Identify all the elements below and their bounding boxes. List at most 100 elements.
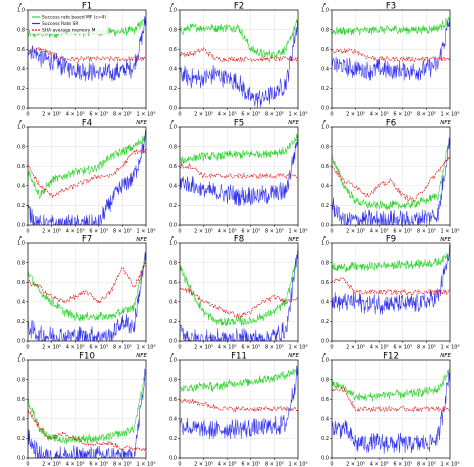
y-tick-label: 0.8 (17, 377, 25, 383)
panel-f8: F8 0.0 0.2 0.4 0.6 0.8 1.0 0 2 × 10⁵ 4 × 10⁵ 6 × 1… (169, 235, 307, 360)
series-line-2 (28, 252, 146, 341)
series-line-1 (180, 366, 298, 393)
y-tick-label: 0.2 (17, 86, 25, 92)
y-tick-label: 0.6 (17, 280, 25, 286)
panel-title: F6 (386, 119, 396, 129)
x-tick-label: 0 (26, 229, 29, 235)
x-tick-label: 2 × 10⁵ (42, 112, 61, 118)
x-tick-label: 0 (178, 345, 181, 351)
x-tick-label: 6 × 10⁵ (393, 345, 412, 351)
legend-box (29, 11, 109, 35)
series-line-3 (28, 408, 146, 452)
y-axis-label: F (323, 3, 327, 9)
y-tick-label: 0.2 (169, 436, 177, 442)
axes-frame (331, 126, 451, 226)
x-tick-label: 4 × 10⁵ (218, 112, 237, 118)
axes-frame (331, 242, 451, 342)
x-tick-label: 0 (26, 112, 29, 118)
x-tick-label: 2 × 10⁵ (346, 462, 365, 467)
x-tick-label: 2 × 10⁵ (194, 112, 213, 118)
y-tick-label: 0.4 (169, 67, 177, 73)
series-line-1 (28, 135, 146, 200)
axes-frame (27, 359, 147, 459)
y-tick-label: 1.0 (17, 358, 25, 364)
y-tick-label: 0.8 (321, 27, 329, 33)
panel-title: F5 (234, 119, 244, 129)
y-tick-label: 0.2 (321, 203, 329, 209)
x-tick-label: 0 (178, 112, 181, 118)
legend: Success rate based MF (c=4)Success Rate … (29, 11, 109, 35)
y-axis-label: F (171, 236, 175, 242)
x-tick-label: 8 × 10⁵ (113, 462, 132, 467)
y-axis-label: F (171, 353, 175, 359)
y-axis-label: F (19, 353, 23, 359)
y-tick-label: 0.8 (169, 377, 177, 383)
series-line-2 (180, 132, 298, 207)
x-tick-label: 6 × 10⁵ (89, 462, 108, 467)
x-tick-label: 8 × 10⁵ (417, 462, 436, 467)
y-axis-label: F (171, 120, 175, 126)
y-tick-label: 0.0 (17, 223, 25, 229)
y-tick-label: 0.6 (17, 397, 25, 403)
x-tick-label: 1 × 10⁶ (137, 462, 156, 467)
x-tick-label: 2 × 10⁵ (346, 229, 365, 235)
x-tick-label: 8 × 10⁵ (265, 345, 284, 351)
series-line-1 (332, 138, 450, 211)
y-tick-label: 0.0 (17, 456, 25, 462)
y-tick-label: 0.4 (321, 67, 329, 73)
x-tick-label: 2 × 10⁵ (194, 345, 213, 351)
y-tick-label: 0.2 (321, 86, 329, 92)
y-tick-label: 0.2 (17, 436, 25, 442)
y-tick-label: 0.6 (321, 280, 329, 286)
series-line-2 (332, 244, 450, 315)
x-axis-label: NFE (288, 120, 299, 126)
y-tick-label: 0.0 (169, 339, 177, 345)
y-tick-label: 1.0 (321, 358, 329, 364)
x-tick-label: 0 (330, 112, 333, 118)
x-tick-label: 6 × 10⁵ (241, 229, 260, 235)
axes-frame (27, 9, 147, 109)
x-tick-label: 2 × 10⁵ (42, 462, 61, 467)
x-tick-label: 6 × 10⁵ (393, 229, 412, 235)
series-line-1 (332, 16, 450, 36)
x-axis-label: NFE (440, 237, 451, 243)
x-tick-label: 8 × 10⁵ (113, 345, 132, 351)
x-tick-label: 1 × 10⁶ (289, 462, 308, 467)
x-tick-label: 0 (26, 345, 29, 351)
y-tick-label: 0.4 (321, 300, 329, 306)
x-tick-label: 6 × 10⁵ (393, 112, 412, 118)
axes-frame (27, 242, 147, 342)
y-axis-label: F (323, 236, 327, 242)
y-tick-label: 0.0 (169, 223, 177, 229)
x-tick-label: 8 × 10⁵ (417, 112, 436, 118)
x-axis-label: NFE (288, 237, 299, 243)
x-axis-label: NFE (440, 353, 451, 359)
y-tick-label: 0.4 (321, 417, 329, 423)
x-axis-label: NFE (136, 237, 147, 243)
panel-f4: F40.00.20.40.60.81.00 2 × 10⁵ 4 × 10⁵ 6 × 1… (17, 119, 155, 244)
panel-title: F12 (383, 352, 399, 362)
y-tick-label: 1.0 (321, 241, 329, 247)
x-axis-label: NFE (136, 353, 147, 359)
y-tick-label: 0.8 (17, 144, 25, 150)
axes-frame (331, 9, 451, 109)
x-tick-label: 2 × 10⁵ (346, 112, 365, 118)
y-tick-label: 0.4 (321, 184, 329, 190)
y-tick-label: 0.8 (321, 377, 329, 383)
x-tick-label: 4 × 10⁵ (218, 345, 237, 351)
y-axis-label: F (323, 120, 327, 126)
x-tick-label: 0 (330, 229, 333, 235)
series-line-3 (180, 162, 298, 180)
y-tick-label: 0.6 (321, 397, 329, 403)
x-tick-label: 0 (330, 462, 333, 467)
series-line-2 (28, 129, 146, 225)
x-tick-label: 4 × 10⁵ (66, 229, 85, 235)
panel-title: F8 (234, 235, 244, 245)
x-tick-label: 1 × 10⁶ (441, 462, 460, 467)
y-axis-label: F (323, 353, 327, 359)
y-tick-label: 0.2 (17, 203, 25, 209)
x-tick-label: 4 × 10⁵ (370, 229, 389, 235)
panel-f1: F1 0.0 0.2 0.4 0.6 0.8 1.0 0 2 × 10⁵ 4 × 10⁵ 6 × 1… (17, 2, 155, 127)
y-tick-label: 1.0 (169, 125, 177, 131)
y-tick-label: 0.6 (17, 164, 25, 170)
